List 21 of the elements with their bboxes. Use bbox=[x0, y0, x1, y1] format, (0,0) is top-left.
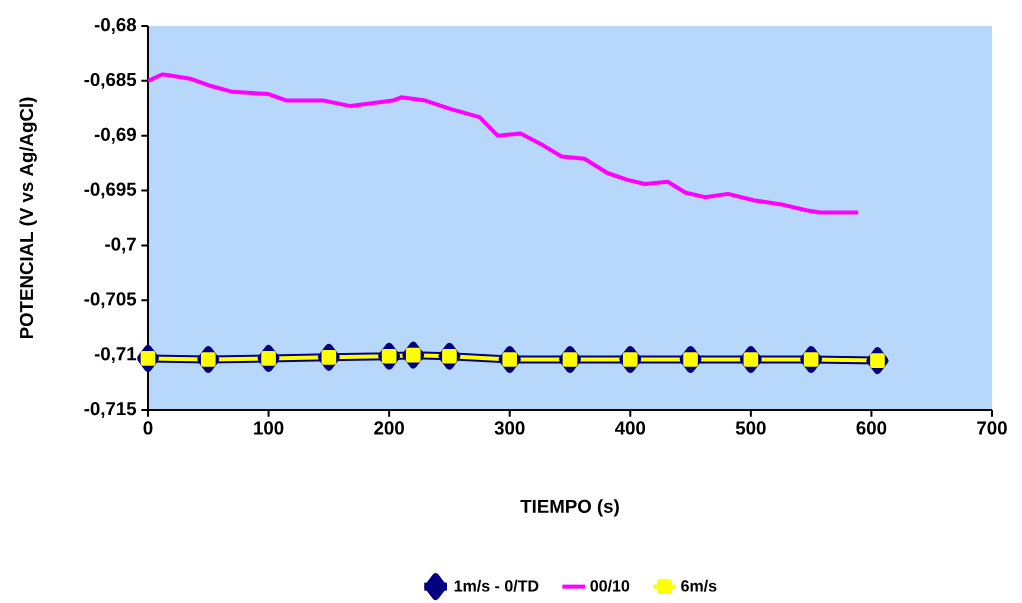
x-tick-label: 500 bbox=[735, 421, 766, 435]
x-tick-label: 100 bbox=[254, 421, 284, 435]
x-tick-label: 200 bbox=[374, 421, 404, 435]
legend-label: 1m/s - 0/TD bbox=[454, 579, 539, 592]
y-axis-title: POTENCIAL (V vs Ag/AgCl) bbox=[19, 97, 37, 339]
x-tick-label: 400 bbox=[615, 421, 646, 435]
y-tick-label: -0,71 bbox=[94, 347, 137, 364]
y-tick-label: -0,68 bbox=[94, 18, 137, 34]
legend-label: 00/10 bbox=[590, 579, 630, 592]
x-tick-label: 300 bbox=[494, 421, 525, 435]
y-tick-label: -0,715 bbox=[84, 402, 137, 418]
y-tick-label: -0,69 bbox=[94, 127, 136, 144]
y-tick-label: -0,695 bbox=[84, 182, 137, 199]
y-tick-label: -0,685 bbox=[84, 72, 137, 89]
x-tick-label: 700 bbox=[977, 421, 1007, 435]
x-tick-label: 600 bbox=[856, 421, 887, 435]
legend-label: 6m/s bbox=[681, 579, 717, 592]
y-tick-label: -0,705 bbox=[84, 292, 137, 309]
x-tick-label: 0 bbox=[143, 421, 153, 435]
y-tick-label: -0,7 bbox=[105, 237, 136, 254]
x-axis-title: TIEMPO (s) bbox=[520, 499, 619, 517]
